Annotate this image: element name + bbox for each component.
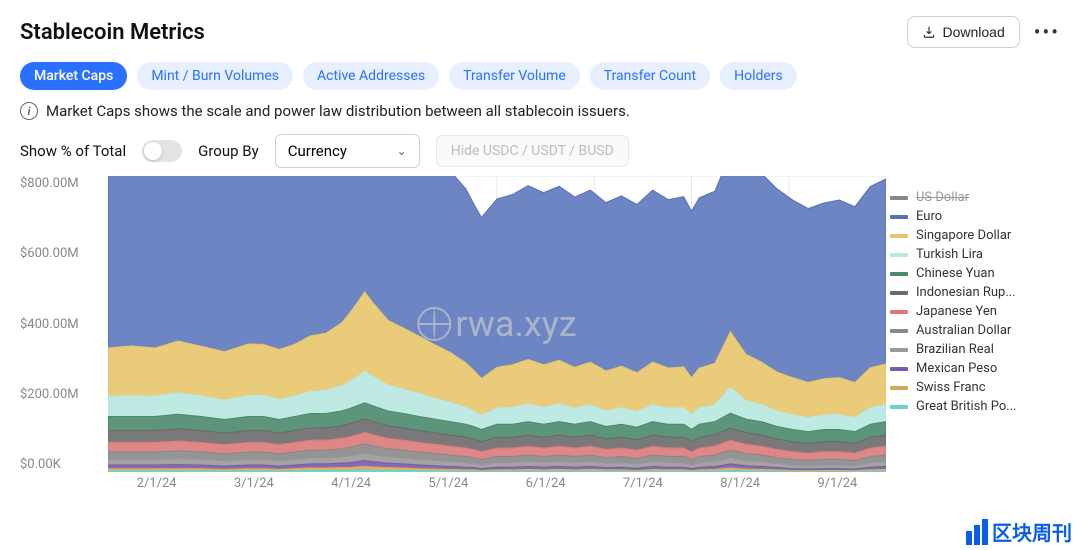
x-axis: 2/1/24 3/1/24 4/1/24 5/1/24 6/1/24 7/1/24 8/1/… xyxy=(108,476,886,496)
legend-item[interactable]: Brazilian Real xyxy=(890,340,1060,359)
tab-transfer-count[interactable]: Transfer Count xyxy=(590,62,710,90)
legend-item[interactable]: Chinese Yuan xyxy=(890,264,1060,283)
controls: Show % of Total Group By Currency ⌄ Hide… xyxy=(20,134,1060,168)
info-text: Market Caps shows the scale and power la… xyxy=(46,102,630,120)
y-tick: $600.00M xyxy=(20,246,102,261)
legend-item[interactable]: Indonesian Rup... xyxy=(890,283,1060,302)
x-tick: 3/1/24 xyxy=(234,476,274,496)
download-icon xyxy=(922,25,936,39)
tab-market-caps[interactable]: Market Caps xyxy=(20,62,127,90)
tab-transfer-volume[interactable]: Transfer Volume xyxy=(449,62,580,90)
header: Stablecoin Metrics Download ••• xyxy=(20,16,1060,48)
chart: $800.00M $600.00M $400.00M $200.00M $0.00K r… xyxy=(20,176,1060,496)
tab-mint-burn-volumes[interactable]: Mint / Burn Volumes xyxy=(137,62,293,90)
groupby-value: Currency xyxy=(288,142,347,160)
legend-item[interactable]: Turkish Lira xyxy=(890,245,1060,264)
toggle-label: Show % of Total xyxy=(20,142,126,160)
chevron-down-icon: ⌄ xyxy=(397,144,407,158)
download-label: Download xyxy=(942,24,1004,40)
legend-item[interactable]: Australian Dollar xyxy=(890,321,1060,340)
page-title: Stablecoin Metrics xyxy=(20,20,205,45)
legend-item[interactable]: Euro xyxy=(890,207,1060,226)
brand-logo: 区块周刊 xyxy=(966,517,1072,546)
info-icon: i xyxy=(20,102,38,120)
tab-active-addresses[interactable]: Active Addresses xyxy=(303,62,439,90)
legend-item[interactable]: Japanese Yen xyxy=(890,302,1060,321)
more-button[interactable]: ••• xyxy=(1034,20,1060,44)
legend-item[interactable]: US Dollar xyxy=(890,188,1060,207)
legend-item[interactable]: Swiss Franc xyxy=(890,378,1060,397)
tab-holders[interactable]: Holders xyxy=(720,62,797,90)
download-button[interactable]: Download xyxy=(907,16,1019,48)
y-tick: $200.00M xyxy=(20,387,102,402)
x-tick: 8/1/24 xyxy=(720,476,760,496)
x-tick: 7/1/24 xyxy=(623,476,663,496)
info-row: i Market Caps shows the scale and power … xyxy=(20,102,1060,120)
groupby-select[interactable]: Currency ⌄ xyxy=(275,134,420,168)
legend: US DollarEuroSingapore DollarTurkish Lir… xyxy=(890,176,1060,496)
groupby-label: Group By xyxy=(198,142,259,160)
y-tick: $800.00M xyxy=(20,176,102,191)
x-tick: 5/1/24 xyxy=(428,476,468,496)
y-tick: $0.00K xyxy=(20,457,102,472)
legend-item[interactable]: Great British Po... xyxy=(890,397,1060,416)
y-axis: $800.00M $600.00M $400.00M $200.00M $0.00K xyxy=(20,176,102,472)
y-tick: $400.00M xyxy=(20,317,102,332)
x-tick: 4/1/24 xyxy=(331,476,371,496)
x-tick: 2/1/24 xyxy=(137,476,177,496)
legend-item[interactable]: Singapore Dollar xyxy=(890,226,1060,245)
legend-item[interactable]: Mexican Peso xyxy=(890,359,1060,378)
plot-area: rwa.xyz xyxy=(108,176,886,472)
x-tick: 6/1/24 xyxy=(526,476,566,496)
x-tick: 9/1/24 xyxy=(817,476,857,496)
pct-toggle[interactable] xyxy=(142,140,182,162)
hide-stablecoins-button[interactable]: Hide USDC / USDT / BUSD xyxy=(436,135,629,167)
tabs: Market Caps Mint / Burn Volumes Active Add… xyxy=(20,62,1060,90)
